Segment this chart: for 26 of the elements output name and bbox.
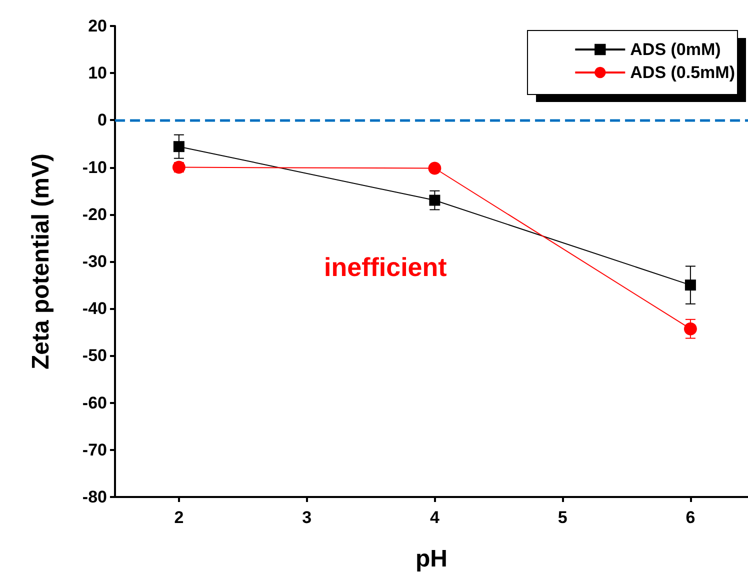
- y-tick-label: -20: [82, 204, 107, 224]
- y-tick-label: -10: [82, 158, 107, 177]
- point: [684, 280, 696, 291]
- x-tick-label: 5: [558, 508, 568, 527]
- point: [428, 162, 442, 175]
- x-tick-label: 4: [430, 508, 440, 527]
- y-tick-label: -80: [82, 488, 107, 506]
- y-axis-title: Zeta potential (mV): [28, 153, 54, 370]
- x-axis-title: pH: [416, 546, 448, 572]
- y-tick-label: -50: [82, 346, 107, 366]
- legend-label: ADS (0.5mM): [630, 63, 736, 82]
- y-tick-label: 20: [88, 16, 107, 36]
- x-tick-label: 6: [686, 508, 696, 527]
- x-tick-label: 2: [174, 508, 184, 527]
- x-tick-label: 3: [302, 508, 312, 527]
- y-tick-label: -70: [82, 440, 107, 460]
- point: [173, 141, 184, 152]
- y-tick-label: 0: [98, 110, 107, 130]
- y-tick-label: -40: [82, 299, 107, 318]
- point: [429, 194, 440, 206]
- point: [684, 322, 697, 336]
- y-tick-label: 10: [88, 64, 107, 83]
- annotation: inefficient: [324, 252, 448, 282]
- y-tick-label: -30: [82, 252, 107, 271]
- legend-label: ADS (0mM): [630, 40, 721, 59]
- y-tick-label: -60: [82, 393, 107, 412]
